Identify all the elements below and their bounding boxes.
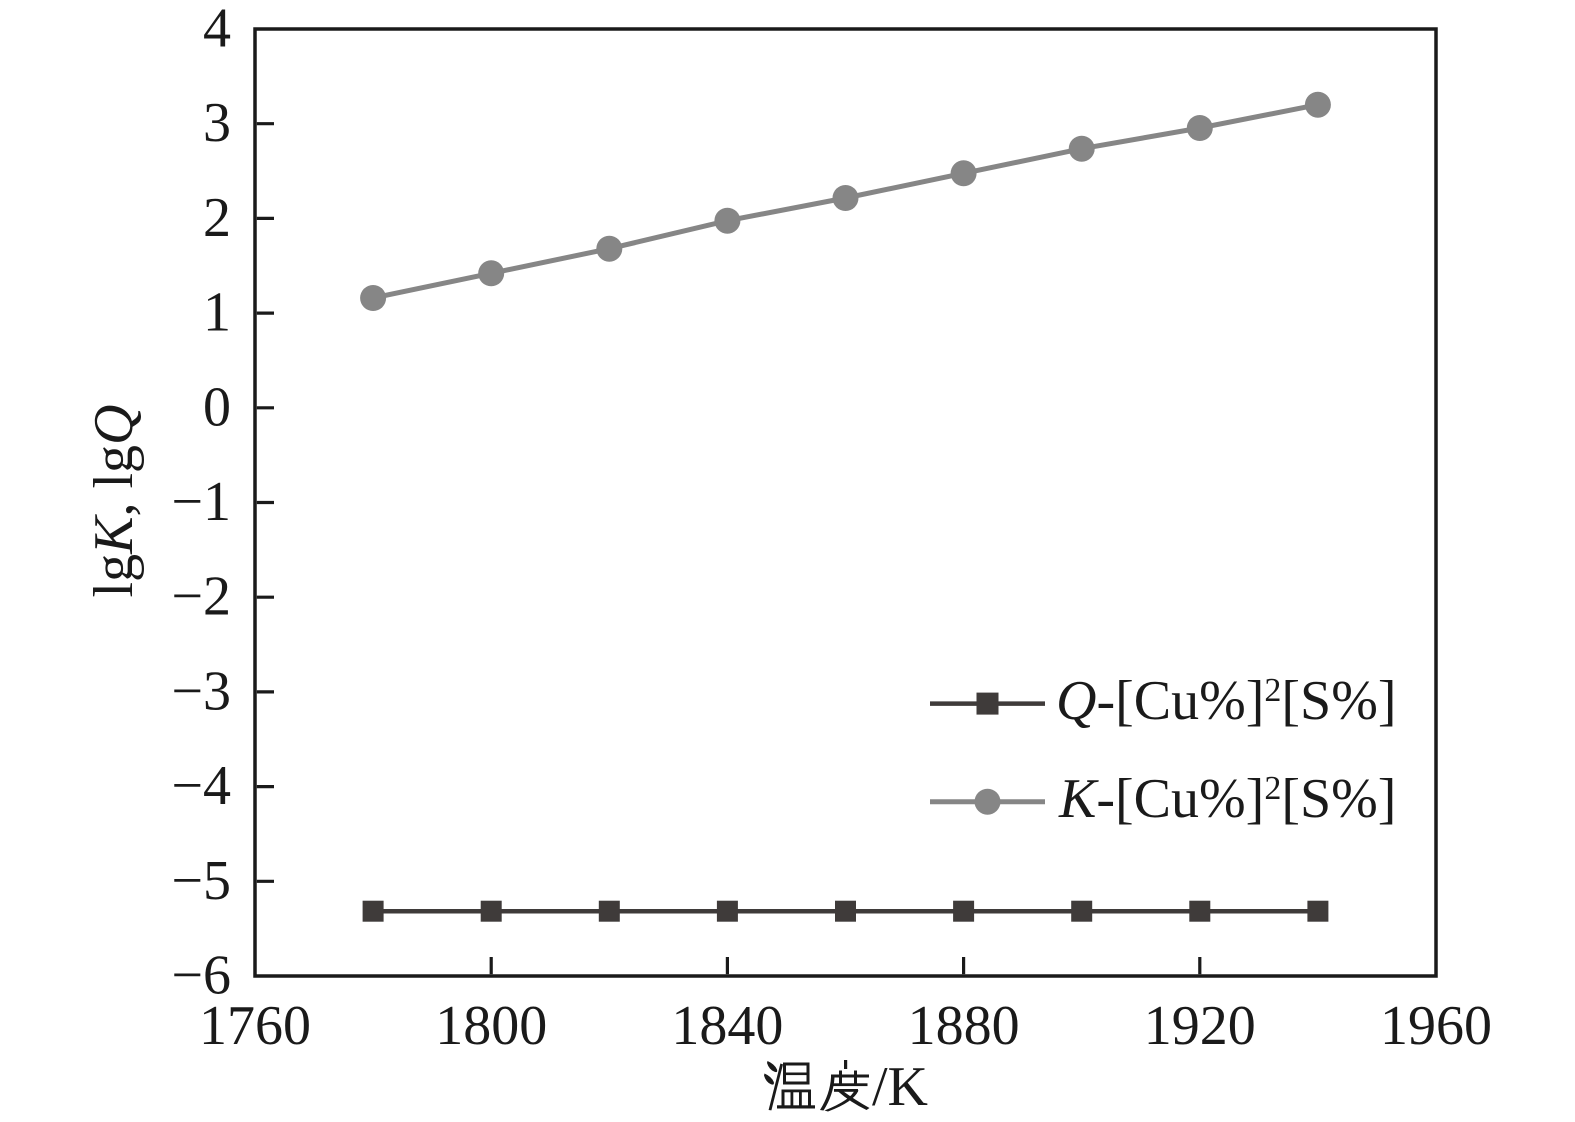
svg-text:1760: 1760 — [199, 995, 311, 1057]
svg-text:3: 3 — [203, 92, 231, 154]
svg-text:1880: 1880 — [908, 995, 1020, 1057]
svg-text:−1: −1 — [171, 471, 231, 533]
svg-text:1840: 1840 — [671, 995, 783, 1057]
svg-text:4: 4 — [203, 0, 231, 60]
svg-text:−4: −4 — [171, 755, 231, 817]
svg-text:/K: /K — [872, 1056, 928, 1118]
svg-text:1960: 1960 — [1380, 995, 1492, 1057]
svg-text:Q-[Cu%]2[S%]: Q-[Cu%]2[S%] — [1056, 670, 1397, 732]
svg-text:1920: 1920 — [1144, 995, 1256, 1057]
svg-text:2: 2 — [203, 187, 231, 249]
svg-text:−3: −3 — [171, 660, 231, 722]
svg-text:−6: −6 — [171, 945, 231, 1007]
svg-text:K-[Cu%]2[S%]: K-[Cu%]2[S%] — [1058, 768, 1396, 830]
svg-text:lgK, lgQ: lgK, lgQ — [83, 405, 145, 598]
svg-text:−5: −5 — [171, 850, 231, 912]
svg-text:1800: 1800 — [435, 995, 547, 1057]
svg-text:−2: −2 — [171, 566, 231, 628]
svg-text:0: 0 — [203, 376, 231, 438]
svg-text:1: 1 — [203, 282, 231, 344]
